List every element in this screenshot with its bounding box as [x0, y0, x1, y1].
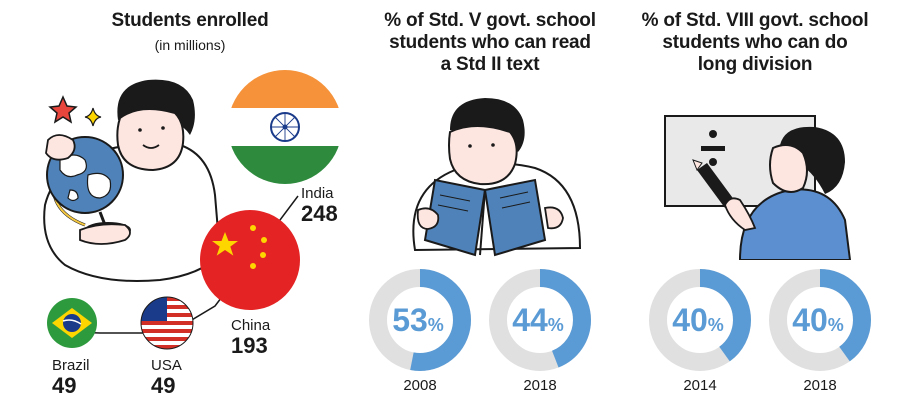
- country-value: 248: [301, 201, 338, 226]
- donut-year-2018-division: 2018: [803, 377, 837, 394]
- enrolled-illustration: [43, 70, 342, 350]
- donut-2018-2: 40%: [769, 269, 871, 371]
- donut-2014-2: 40%: [649, 269, 751, 371]
- reading-illustration: [412, 98, 582, 257]
- country-name: Brazil: [52, 357, 90, 374]
- reading-title-line: a Std II text: [440, 54, 540, 75]
- reading-title-line: % of Std. V govt. school: [384, 10, 596, 31]
- country-value: 193: [231, 333, 268, 358]
- donut-2008-1: 53%: [369, 269, 471, 371]
- enrolled-subtitle: (in millions): [154, 37, 226, 53]
- person-hand: [79, 223, 131, 245]
- country-label-china: China 193: [231, 318, 270, 358]
- division-title: % of Std. VIII govt. school students who…: [620, 10, 890, 76]
- country-label-brazil: Brazil 49: [52, 358, 90, 398]
- country-label-usa: USA 49: [151, 358, 182, 398]
- pencil-icon: [692, 159, 735, 208]
- division-title-line: students who can do: [662, 32, 848, 53]
- donut-year-2008: 2008: [403, 377, 437, 394]
- donut-year-2018-reading: 2018: [523, 377, 557, 394]
- donut-value-label: 44%: [512, 302, 564, 338]
- person-face: [116, 108, 185, 172]
- country-name: India: [301, 185, 334, 202]
- country-name: USA: [151, 357, 182, 374]
- enrolled-title: Students enrolled: [111, 10, 269, 31]
- person-hand: [45, 134, 76, 161]
- donut-value-label: 40%: [672, 302, 724, 338]
- reading-title: % of Std. V govt. school students who ca…: [355, 10, 625, 76]
- usa-flag-icon: [140, 296, 194, 350]
- donut-value-arc: [369, 269, 471, 371]
- donut-value-arc: [489, 269, 591, 371]
- donut-year-2014: 2014: [683, 377, 717, 394]
- division-title-line: long division: [697, 54, 813, 75]
- division-sign-icon: [701, 130, 725, 166]
- country-value: 49: [151, 373, 176, 398]
- donut-value-label: 53%: [392, 302, 444, 338]
- country-label-india: India 248: [301, 186, 338, 226]
- country-name: China: [231, 317, 271, 334]
- division-title-line: % of Std. VIII govt. school: [641, 10, 869, 31]
- donut-value-arc: [649, 269, 751, 371]
- sparkle-icon: [84, 107, 102, 127]
- star-icon: [48, 95, 78, 124]
- donut-value-label: 40%: [792, 302, 844, 338]
- china-flag-icon: [200, 210, 300, 310]
- donut-2018-1: 44%: [489, 269, 591, 371]
- division-illustration: [664, 115, 852, 260]
- country-value: 49: [52, 373, 77, 398]
- reading-title-line: students who can read: [389, 32, 591, 53]
- donut-value-arc: [769, 269, 871, 371]
- book-icon: [423, 178, 547, 257]
- brazil-flag-icon: [47, 298, 97, 348]
